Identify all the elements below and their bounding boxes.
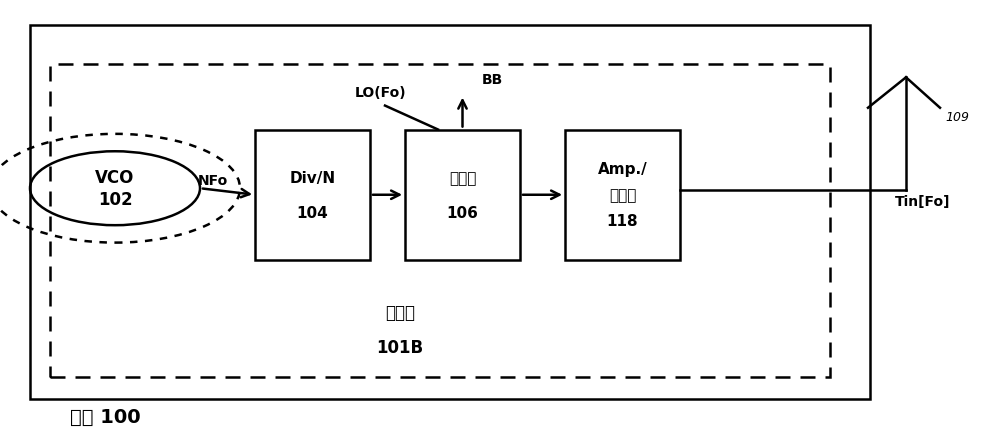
Text: Div/N: Div/N: [289, 171, 336, 185]
Text: 104: 104: [297, 205, 328, 220]
Text: 102: 102: [98, 191, 132, 209]
Text: 109: 109: [945, 111, 969, 124]
Bar: [30, 26, 870, 399]
Text: 101B: 101B: [376, 338, 424, 356]
Bar: [565, 130, 680, 260]
Text: 106: 106: [447, 205, 478, 220]
Text: Amp./: Amp./: [598, 162, 647, 177]
Text: Tin[Fo]: Tin[Fo]: [895, 195, 950, 209]
Text: BB: BB: [482, 73, 503, 87]
Bar: [50, 65, 830, 378]
Text: VCO: VCO: [95, 169, 135, 187]
Text: 接收机: 接收机: [385, 303, 415, 322]
Text: 118: 118: [607, 214, 638, 229]
Text: 滤波器: 滤波器: [609, 188, 636, 203]
Bar: [405, 130, 520, 260]
Bar: [255, 130, 370, 260]
Text: LO(Fo): LO(Fo): [355, 86, 407, 100]
Text: 混频器: 混频器: [449, 171, 476, 185]
Text: NFo: NFo: [198, 173, 228, 187]
Text: 芯片 100: 芯片 100: [70, 407, 141, 426]
